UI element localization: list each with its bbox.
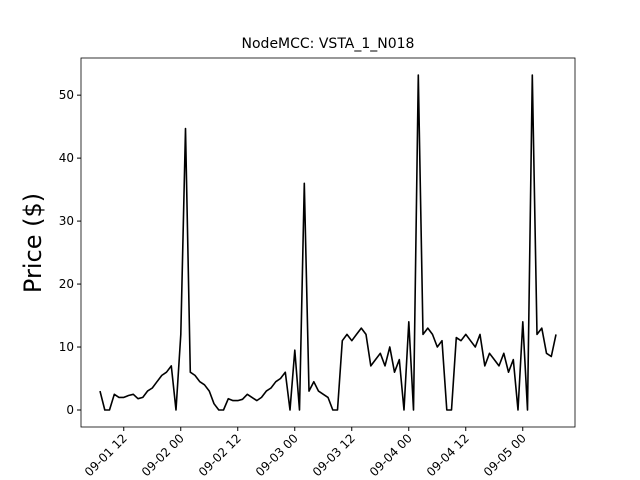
chart-title: NodeMCC: VSTA_1_N018 bbox=[242, 36, 415, 52]
y-tick-label: 50 bbox=[59, 88, 74, 102]
x-tick-label: 09-01 12 bbox=[82, 431, 130, 479]
x-tick-label: 09-03 12 bbox=[310, 431, 358, 479]
y-tick-label: 10 bbox=[59, 340, 74, 354]
x-tick-label: 09-02 12 bbox=[196, 431, 244, 479]
x-tick-label: 09-02 00 bbox=[139, 431, 187, 479]
x-tick-label: 09-04 12 bbox=[424, 431, 472, 479]
plot-frame bbox=[80, 57, 576, 428]
y-tick-label: 40 bbox=[59, 151, 74, 165]
x-tick-label: 09-03 00 bbox=[253, 431, 301, 479]
y-tick-label: 30 bbox=[59, 214, 74, 228]
x-tick-label: 09-05 00 bbox=[481, 431, 529, 479]
price-line bbox=[99, 74, 557, 411]
x-tick-label: 09-04 00 bbox=[367, 431, 415, 479]
y-tick-label: 0 bbox=[66, 403, 74, 417]
y-axis-label: Price ($) bbox=[19, 193, 47, 293]
y-tick-label: 20 bbox=[59, 277, 74, 291]
